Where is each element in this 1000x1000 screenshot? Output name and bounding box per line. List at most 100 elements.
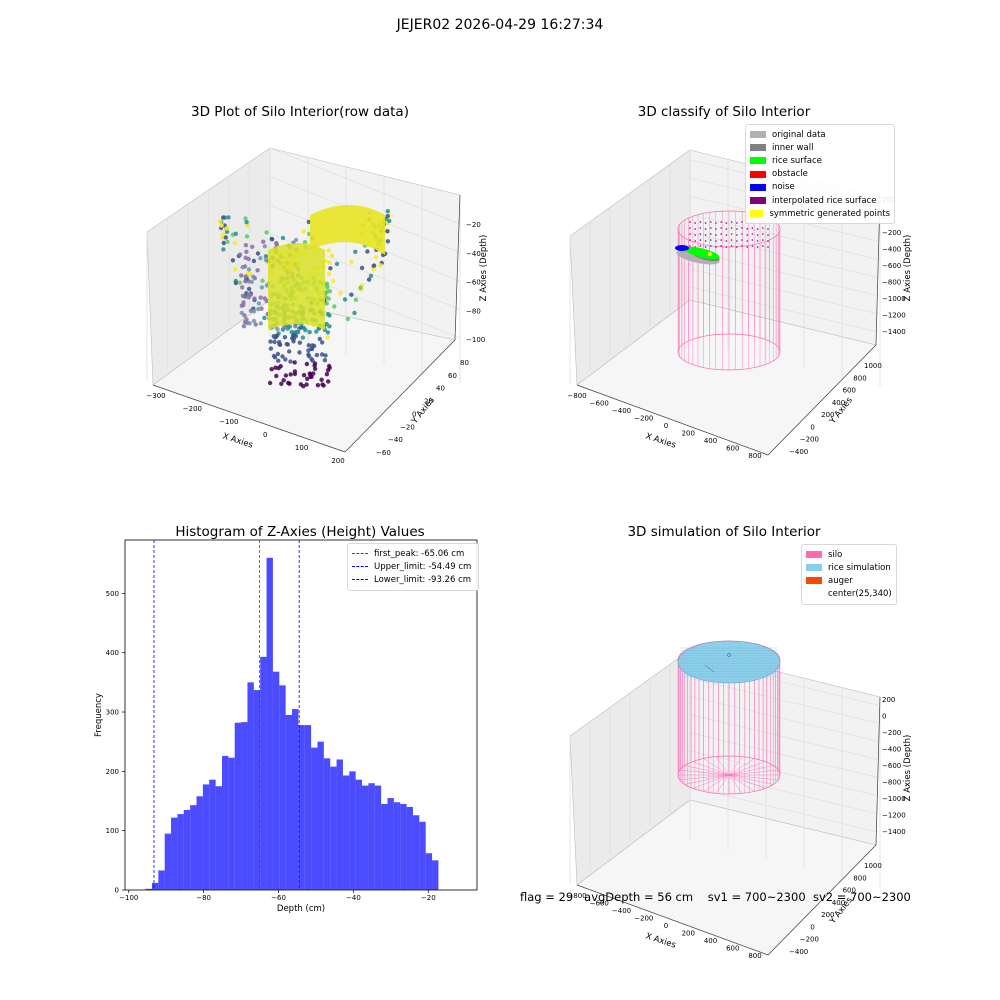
panel4-legend-swatch bbox=[806, 591, 822, 598]
interpolated-point bbox=[762, 245, 764, 247]
silo-floor-spoke bbox=[728, 765, 774, 776]
scatter-point bbox=[301, 229, 306, 234]
interpolated-point bbox=[741, 239, 743, 241]
scatter-point bbox=[327, 313, 332, 318]
panel2-legend-item: noise bbox=[750, 181, 890, 194]
x-tick-label: −800 bbox=[567, 392, 586, 400]
scatter-point bbox=[244, 220, 249, 225]
z-axis-line bbox=[454, 194, 461, 341]
histogram-bar bbox=[183, 809, 191, 890]
interpolated-point bbox=[746, 246, 748, 248]
histogram-bar bbox=[342, 775, 350, 890]
histogram-bar bbox=[406, 806, 413, 890]
scatter-point bbox=[324, 372, 330, 377]
interpolated-point bbox=[715, 246, 717, 248]
scatter-point bbox=[280, 235, 286, 241]
grid-line bbox=[689, 750, 879, 797]
histogram-bar bbox=[425, 853, 433, 890]
x-tick-label: −600 bbox=[590, 900, 609, 908]
panel2-legend-swatch bbox=[750, 157, 766, 165]
scatter-point bbox=[251, 318, 257, 324]
grid-line bbox=[689, 768, 879, 815]
scatter-point bbox=[345, 316, 350, 322]
silo-floor-spoke bbox=[728, 774, 779, 781]
scatter-point bbox=[312, 366, 318, 371]
scatter-point bbox=[371, 263, 377, 268]
interpolated-point bbox=[746, 240, 748, 242]
y-axis-label: Frequency bbox=[94, 693, 104, 737]
scatter-point bbox=[243, 255, 248, 260]
panel2-legend-label: interpolated rice surface bbox=[772, 195, 877, 206]
y-tick-label: 200 bbox=[106, 768, 119, 776]
z-tick-label: −1200 bbox=[882, 812, 906, 820]
histogram-bar bbox=[171, 817, 178, 890]
panel4-legend-item: center(25,340) bbox=[806, 588, 892, 601]
x-tick-label: 400 bbox=[704, 937, 717, 945]
scatter-point bbox=[282, 335, 288, 340]
interpolated-point bbox=[699, 233, 702, 235]
x-tick-label: 0 bbox=[263, 431, 267, 439]
panel2-legend-swatch bbox=[750, 183, 766, 191]
scatter-point bbox=[325, 330, 331, 335]
scatter-point bbox=[283, 357, 288, 362]
y-tick-label: −60 bbox=[376, 449, 391, 457]
y-tick-label: −400 bbox=[789, 948, 808, 956]
z-tick-label: −1200 bbox=[882, 312, 906, 320]
scatter-point bbox=[230, 258, 236, 263]
histogram-bar bbox=[241, 722, 248, 890]
silo-floor-spoke bbox=[684, 774, 730, 785]
scatter-point bbox=[353, 249, 358, 254]
interpolated-point bbox=[699, 239, 702, 241]
scatter-point bbox=[223, 235, 228, 240]
panel2-legend-swatch bbox=[750, 144, 766, 152]
interpolated-point bbox=[730, 227, 733, 229]
scatter-point bbox=[262, 315, 267, 321]
scatter-point bbox=[232, 240, 238, 246]
scatter-point bbox=[246, 295, 251, 300]
scatter-point bbox=[292, 369, 298, 374]
panel4-legend-swatch bbox=[806, 564, 822, 572]
panel4-title: 3D simulation of Silo Interior bbox=[627, 524, 821, 540]
x-tick-label: 600 bbox=[726, 945, 739, 953]
silo-floor-spoke bbox=[728, 761, 766, 776]
scatter-point bbox=[242, 313, 247, 318]
scatter-point bbox=[281, 378, 286, 383]
scatter-point bbox=[324, 321, 329, 327]
interpolated-point bbox=[689, 227, 691, 229]
scatter-point bbox=[321, 383, 326, 388]
surface-sheet bbox=[268, 243, 325, 330]
histogram-legend-item: first_peak: -65.06 cm bbox=[352, 547, 474, 560]
scatter-point bbox=[297, 340, 303, 345]
scatter-point bbox=[218, 219, 223, 224]
x-tick-label: −100 bbox=[119, 894, 138, 902]
x-tick-label: −60 bbox=[271, 894, 286, 902]
silo-floor-spoke bbox=[728, 769, 779, 776]
z-tick-label: −100 bbox=[466, 336, 485, 344]
scatter-point bbox=[285, 342, 290, 347]
scatter-point bbox=[247, 321, 252, 326]
scatter-point bbox=[240, 285, 245, 290]
interpolated-point bbox=[751, 227, 754, 229]
histogram-bar bbox=[419, 821, 426, 890]
histogram-bar bbox=[368, 783, 375, 890]
interpolated-point bbox=[694, 228, 696, 230]
scatter-point bbox=[287, 349, 292, 354]
interpolated-point bbox=[756, 246, 759, 248]
histogram-bar bbox=[158, 870, 165, 890]
silo-floor-spoke bbox=[684, 765, 730, 776]
interpolated-point bbox=[736, 234, 738, 236]
scatter-point bbox=[299, 325, 304, 330]
panel4-legend-label: rice simulation bbox=[828, 562, 891, 573]
scatter-point bbox=[306, 219, 311, 225]
scatter-point bbox=[271, 334, 276, 339]
scatter-point bbox=[378, 263, 383, 268]
scatter-point bbox=[312, 361, 318, 366]
scatter-point bbox=[256, 301, 262, 306]
scatter-point bbox=[251, 258, 257, 264]
x-tick-label: −200 bbox=[183, 405, 202, 413]
x-tick-label: 0 bbox=[664, 422, 668, 430]
x-axis-label: X Axies bbox=[221, 431, 254, 450]
panel1-title: 3D Plot of Silo Interior(row data) bbox=[191, 104, 409, 120]
interpolated-point bbox=[746, 228, 748, 230]
